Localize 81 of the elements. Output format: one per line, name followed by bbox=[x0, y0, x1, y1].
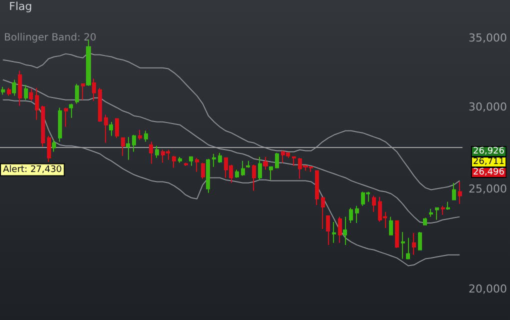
candlestick bbox=[252, 164, 256, 192]
candlestick bbox=[47, 135, 51, 162]
candlestick bbox=[64, 107, 68, 128]
candlestick bbox=[126, 136, 130, 160]
candlestick bbox=[92, 78, 96, 102]
candlestick bbox=[338, 216, 342, 244]
candlestick bbox=[98, 87, 102, 122]
candlestick bbox=[29, 88, 33, 102]
candlestick bbox=[406, 237, 410, 260]
line-series bbox=[2, 79, 460, 224]
candlestick bbox=[343, 216, 347, 246]
candlestick bbox=[235, 169, 239, 178]
candlestick bbox=[418, 231, 422, 250]
ref-line-label: Alert: 27,430 bbox=[3, 164, 62, 175]
candlestick bbox=[201, 162, 205, 180]
candlestick bbox=[12, 79, 16, 96]
candlestick bbox=[412, 232, 416, 256]
candlestick bbox=[206, 158, 210, 194]
text: 26,711 bbox=[473, 157, 504, 167]
candlestick bbox=[423, 217, 427, 226]
candlestick bbox=[258, 156, 262, 180]
candlestick bbox=[144, 130, 148, 142]
line-series bbox=[2, 52, 460, 190]
candlestick bbox=[115, 118, 119, 138]
y-tick-label: 35,000 bbox=[468, 32, 508, 45]
candlestick bbox=[69, 103, 73, 118]
candlestick bbox=[275, 152, 279, 168]
candlestick bbox=[58, 107, 62, 142]
candlestick bbox=[1, 86, 5, 96]
candlestick bbox=[184, 162, 188, 166]
candlestick bbox=[109, 121, 113, 136]
text: 26,496 bbox=[473, 168, 505, 178]
candlestick bbox=[35, 87, 39, 120]
candlestick bbox=[212, 153, 216, 168]
candlestick bbox=[263, 156, 268, 170]
candlestick bbox=[18, 70, 22, 106]
candlestick bbox=[121, 137, 125, 156]
candlestick bbox=[218, 152, 222, 164]
candlestick bbox=[452, 182, 456, 200]
y-tick-label: 25,000 bbox=[468, 182, 508, 196]
candlestick bbox=[149, 141, 153, 164]
line-series bbox=[2, 99, 460, 266]
candlestick bbox=[86, 39, 91, 86]
candlestick bbox=[138, 129, 142, 140]
text: 26,926 bbox=[473, 146, 505, 156]
candlestick bbox=[52, 139, 56, 152]
candlestick bbox=[395, 220, 399, 249]
candlestick bbox=[372, 195, 376, 212]
y-tick-label: 20,000 bbox=[468, 282, 508, 296]
candlestick bbox=[326, 215, 330, 246]
candlestick bbox=[104, 114, 108, 144]
candlestick bbox=[41, 105, 45, 148]
candlestick bbox=[246, 160, 250, 168]
candlestick bbox=[401, 231, 405, 260]
candlestick bbox=[332, 221, 336, 244]
candlestick bbox=[315, 170, 319, 206]
candlestick bbox=[435, 207, 439, 220]
y-tick-label: 30,000 bbox=[468, 100, 508, 114]
candlestick bbox=[446, 201, 450, 210]
candlestick bbox=[24, 84, 28, 100]
candlestick bbox=[172, 155, 176, 168]
candlestick bbox=[241, 160, 245, 176]
candlestick bbox=[178, 156, 182, 164]
candlestick bbox=[458, 181, 462, 204]
candlestick bbox=[441, 205, 445, 216]
candlestick bbox=[189, 156, 193, 166]
candlestick bbox=[269, 166, 273, 180]
candlestick bbox=[321, 197, 325, 230]
candlestick bbox=[195, 157, 199, 172]
candlestick bbox=[389, 216, 393, 236]
candlestick bbox=[292, 156, 296, 166]
candlestick bbox=[349, 207, 353, 224]
candlestick bbox=[7, 87, 11, 96]
annotation: Bollinger Band: 20 bbox=[4, 32, 96, 44]
candlestick bbox=[75, 83, 79, 104]
chart-title: Flag bbox=[9, 0, 32, 13]
candlestick bbox=[355, 205, 359, 224]
candlestick bbox=[429, 208, 433, 218]
candlestick bbox=[81, 83, 85, 100]
candlestick bbox=[132, 134, 136, 152]
candlestick bbox=[155, 145, 159, 158]
